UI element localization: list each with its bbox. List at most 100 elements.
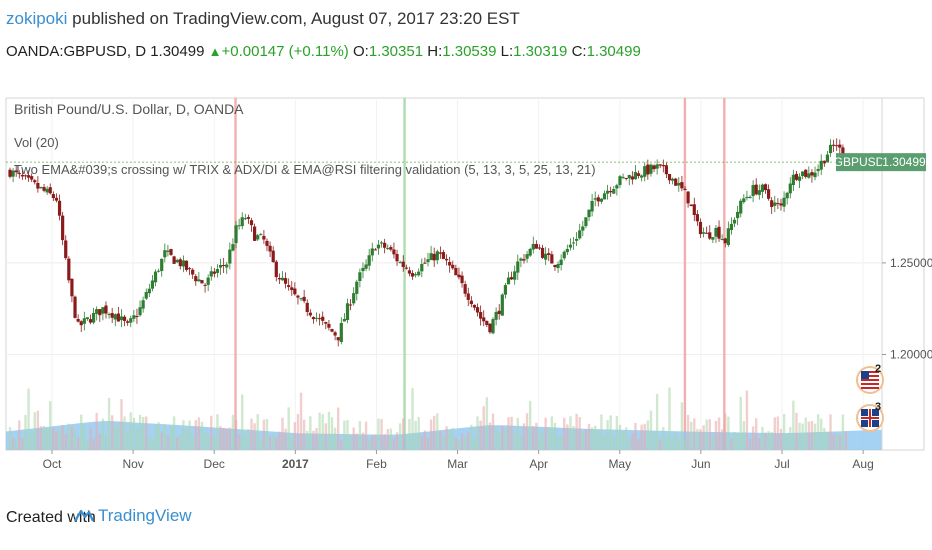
signal-markers	[234, 98, 726, 450]
candle-body	[296, 295, 300, 298]
last-price: 1.30499	[150, 43, 205, 60]
volume-bar	[324, 423, 328, 450]
candle-body	[107, 314, 111, 316]
high-value: 1.30539	[442, 43, 497, 60]
volume-bar	[42, 425, 46, 450]
volume-bar	[733, 431, 736, 450]
candle-body	[708, 232, 712, 239]
time-axis[interactable]: Oct Nov Dec 2017 Feb Mar Apr May Jun Jul Aug	[43, 450, 874, 471]
candle-body	[287, 285, 291, 288]
volume-bar	[14, 438, 18, 450]
volume-bar	[346, 420, 349, 450]
volume-bar	[581, 431, 585, 450]
legend-symbol[interactable]: British Pound/U.S. Dollar, D, OANDA	[14, 101, 244, 117]
publish-line: zokipoki published on TradingView.com, A…	[6, 9, 520, 29]
candle-body	[612, 189, 616, 194]
candle-body	[98, 309, 102, 316]
legend-volume[interactable]: Vol (20)	[14, 135, 59, 150]
volume-bar	[454, 437, 458, 450]
x-tick-label-5: Mar	[447, 457, 468, 471]
candle-body	[643, 166, 647, 177]
volume-bar	[268, 436, 272, 450]
volume-bar	[590, 427, 594, 450]
event-flags[interactable]: 23	[856, 363, 884, 432]
candle-body	[259, 234, 263, 236]
candle-body	[689, 204, 693, 206]
us-flag-icon[interactable]: 2	[856, 363, 884, 394]
volume-bar	[751, 426, 755, 450]
volume-bar	[776, 416, 780, 450]
volume-bar	[448, 430, 451, 450]
volume-bar	[306, 430, 309, 450]
volume-bar	[553, 422, 557, 450]
candle-body	[835, 145, 839, 147]
volume-bar	[330, 417, 334, 450]
flag-canton	[861, 371, 869, 379]
volume-bar	[445, 426, 448, 450]
flag-count: 3	[875, 401, 881, 413]
candle-body	[191, 269, 195, 275]
price-axis[interactable]: 1.25000 1.20000	[882, 256, 932, 362]
candle-body	[491, 319, 495, 334]
candle-body	[61, 215, 65, 241]
chart-legend: British Pound/U.S. Dollar, D, OANDA Vol …	[14, 101, 596, 177]
candle-body	[544, 253, 548, 260]
tradingview-logo[interactable]: TradingView	[74, 506, 192, 526]
volume-bar	[234, 420, 238, 450]
candle-body	[671, 178, 675, 181]
volume-bar	[281, 417, 284, 450]
candle-body	[794, 173, 799, 180]
candle-body	[705, 232, 709, 234]
candle-body	[234, 225, 238, 244]
candle-body	[358, 272, 362, 282]
candle-body	[11, 170, 15, 177]
candle-body	[42, 187, 46, 191]
candle-body	[318, 318, 322, 320]
volume-bar	[364, 421, 368, 450]
price-chart[interactable]: 1.25000 1.20000 Oct Nov Dec 2017 Feb Mar Apr May…	[0, 92, 932, 482]
candle-body	[609, 190, 613, 193]
chart-area[interactable]: 1.25000 1.20000 Oct Nov Dec 2017 Feb Mar Apr May…	[0, 92, 932, 482]
candle-body	[290, 287, 294, 291]
candle-body	[342, 318, 346, 322]
candle-body	[534, 243, 538, 249]
volume-bar	[64, 433, 67, 450]
candle-body	[757, 190, 761, 195]
candle-body	[253, 226, 257, 241]
candle-body	[674, 178, 678, 186]
volume-bar	[594, 425, 597, 450]
candle-body	[695, 214, 699, 222]
candle-body	[54, 197, 59, 201]
candle-body	[485, 320, 489, 326]
candle-body	[516, 261, 520, 273]
candle-body	[754, 184, 758, 195]
y-tick-label-0: 1.25000	[890, 256, 932, 270]
candle-body	[169, 249, 173, 255]
volume-bar	[299, 392, 303, 450]
x-tick-label-8: Jun	[691, 457, 710, 471]
uk-flag-icon[interactable]: 3	[856, 401, 884, 432]
candle-body	[45, 188, 49, 193]
volume-bar	[402, 418, 405, 450]
candle-body	[184, 260, 189, 270]
candle-body	[463, 284, 467, 294]
candle-body	[324, 322, 328, 324]
candle-body	[522, 259, 526, 261]
author-link[interactable]: zokipoki	[6, 9, 68, 28]
candle-body	[401, 261, 405, 268]
volume-bar	[141, 417, 145, 450]
candle-body	[482, 317, 486, 322]
candle-body	[751, 185, 755, 197]
volume-bar	[702, 425, 705, 450]
volume-bar	[779, 428, 783, 450]
volume-bar	[442, 436, 445, 450]
volume-bar	[95, 412, 98, 450]
volume-bar	[213, 436, 216, 450]
candle-body	[330, 329, 334, 332]
volume-bar	[559, 435, 563, 450]
candle-body	[17, 173, 21, 175]
open-label: O:	[352, 43, 369, 60]
volume-bar	[711, 435, 715, 450]
legend-indicator[interactable]: Two EMA&#039;s crossing w/ TRIX & ADX/DI…	[14, 162, 596, 177]
candle-body	[479, 312, 483, 319]
